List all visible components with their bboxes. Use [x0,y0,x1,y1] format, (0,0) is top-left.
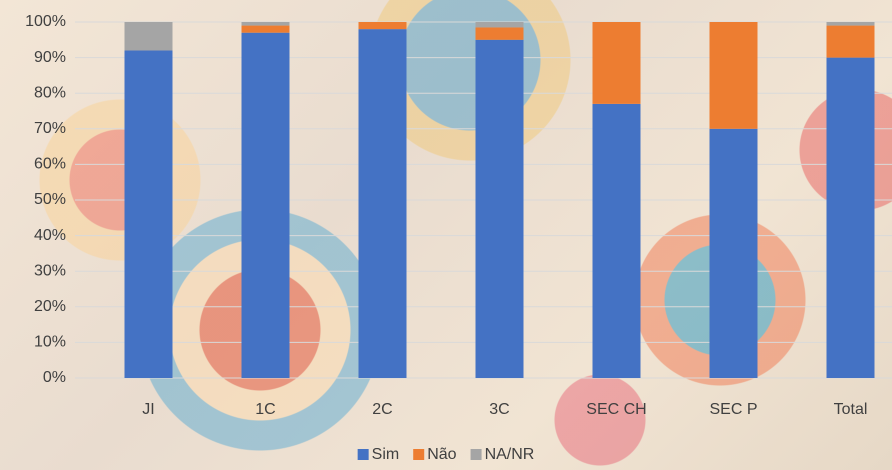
y-tick-label: 30% [34,262,66,279]
bar-segment [125,50,173,378]
y-tick-label: 10% [34,334,66,351]
bar-segment [359,29,407,378]
y-tick-label: 50% [34,191,66,208]
y-tick-label: 70% [34,120,66,137]
x-tick-label: 3C [489,401,509,418]
legend-item: Sim [358,446,400,463]
y-tick-label: 100% [25,13,66,30]
x-tick-label: 2C [372,401,392,418]
bar-segment [476,40,524,378]
bar-segment [476,27,524,39]
x-tick-label: SEC P [709,401,757,418]
bar-segment [593,104,641,378]
bar-segment [710,22,758,129]
legend-swatch [471,449,482,460]
y-tick-label: 20% [34,298,66,315]
legend-label: Sim [372,446,400,463]
bar-segment [476,22,524,27]
bar-segment [827,58,875,378]
legend-label: Não [427,446,456,463]
legend-item: NA/NR [471,446,535,463]
y-tick-label: 60% [34,156,66,173]
y-tick-label: 0% [43,369,66,386]
chart-container: 0% 10% 20% 30% 40% 50% 60% 70% 80% 90% 100% JI 1C 2C 3… [0,0,892,470]
bar-segment [242,33,290,378]
chart: 0% 10% 20% 30% 40% 50% 60% 70% 80% 90% 100% JI 1C 2C 3… [0,0,892,470]
bar-segment [710,129,758,378]
legend-swatch [358,449,369,460]
x-tick-label: SEC CH [586,401,646,418]
y-tick-label: 40% [34,227,66,244]
bar-segment [125,22,173,50]
bar-segment [593,22,641,104]
x-tick-label: Total [834,401,868,418]
x-tick-label: JI [142,401,154,418]
legend-swatch [413,449,424,460]
bar-segment [359,22,407,29]
bar-segment [827,26,875,58]
legend-label: NA/NR [485,446,535,463]
y-tick-label: 80% [34,84,66,101]
bar-segment [242,26,290,33]
x-tick-label: 1C [255,401,275,418]
legend-item: Não [413,446,456,463]
bar-segment [242,22,290,26]
bar-segment [827,22,875,26]
y-tick-label: 90% [34,49,66,66]
